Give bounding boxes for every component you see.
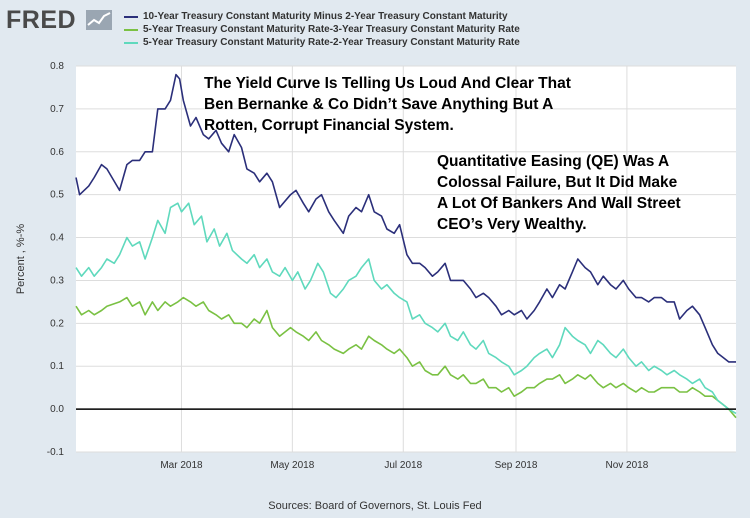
annotation-qe-line-4: CEO’s Very Wealthy. bbox=[437, 216, 587, 233]
y-axis-label: Percent , %-% bbox=[15, 224, 27, 295]
annotation-yield-curve-line-3: Rotten, Corrupt Financial System. bbox=[204, 117, 454, 134]
series-line-1[interactable] bbox=[75, 296, 737, 419]
x-tick-label: May 2018 bbox=[270, 460, 314, 471]
legend-item-5y-2y[interactable]: 5-Year Treasury Constant Maturity Rate-2… bbox=[124, 36, 520, 49]
series-lines bbox=[75, 73, 737, 419]
y-tick-label: 0.3 bbox=[50, 275, 64, 286]
fred-logo: FRED bbox=[6, 6, 77, 34]
annotation-yield-curve-line-1: The Yield Curve Is Telling Us Loud And C… bbox=[204, 75, 571, 92]
legend-item-5y-3y[interactable]: 5-Year Treasury Constant Maturity Rate-3… bbox=[124, 23, 520, 36]
y-tick-label: 0.4 bbox=[50, 233, 64, 244]
y-tick-label: 0.2 bbox=[50, 318, 64, 329]
x-tick-label: Sep 2018 bbox=[495, 460, 538, 471]
annotation-qe-line-2: Colossal Failure, But It Did Make bbox=[437, 174, 678, 191]
annotation-qe-line-3: A Lot Of Bankers And Wall Street bbox=[437, 195, 681, 212]
annotation-yield-curve-line-2: Ben Bernanke & Co Didn’t Save Anything B… bbox=[204, 96, 553, 113]
y-tick-label: 0.1 bbox=[50, 361, 64, 372]
y-tick-label: -0.1 bbox=[47, 447, 65, 458]
x-tick-label: Mar 2018 bbox=[160, 460, 203, 471]
y-tick-label: 0.6 bbox=[50, 147, 64, 158]
x-axis-ticks: Mar 2018 May 2018 Jul 2018 Sep 2018 Nov 2018 bbox=[160, 460, 648, 471]
series-line-2[interactable] bbox=[75, 202, 737, 415]
annotation-yield-curve: The Yield Curve Is Telling Us Loud And C… bbox=[204, 75, 575, 134]
x-tick-label: Jul 2018 bbox=[384, 460, 422, 471]
y-tick-label: 0.8 bbox=[50, 61, 64, 72]
fred-logo-chart-icon bbox=[86, 10, 112, 30]
annotation-qe: Quantitative Easing (QE) Was A Colossal … bbox=[437, 153, 685, 233]
y-tick-label: 0.5 bbox=[50, 190, 64, 201]
legend-swatch-5y-2y bbox=[124, 41, 138, 44]
legend-label-5y-3y: 5-Year Treasury Constant Maturity Rate-3… bbox=[143, 24, 520, 35]
legend-label-5y-2y: 5-Year Treasury Constant Maturity Rate-2… bbox=[143, 37, 520, 48]
series-line-0[interactable] bbox=[75, 73, 736, 363]
chart-legend: 10-Year Treasury Constant Maturity Minus… bbox=[124, 10, 520, 49]
y-tick-label: 0.7 bbox=[50, 104, 64, 115]
annotation-qe-line-1: Quantitative Easing (QE) Was A bbox=[437, 153, 669, 170]
legend-swatch-10y-2y bbox=[124, 15, 138, 18]
y-axis-ticks: -0.1 0.0 0.1 0.2 0.3 0.4 0.5 0.6 0.7 0.8 bbox=[47, 61, 65, 458]
y-tick-label: 0.0 bbox=[50, 404, 64, 415]
legend-swatch-5y-3y bbox=[124, 28, 138, 31]
legend-label-10y-2y: 10-Year Treasury Constant Maturity Minus… bbox=[143, 11, 508, 22]
source-note: Sources: Board of Governors, St. Louis F… bbox=[268, 500, 482, 512]
legend-item-10y-2y[interactable]: 10-Year Treasury Constant Maturity Minus… bbox=[124, 10, 520, 23]
plot-background bbox=[76, 66, 736, 452]
x-tick-label: Nov 2018 bbox=[606, 460, 649, 471]
